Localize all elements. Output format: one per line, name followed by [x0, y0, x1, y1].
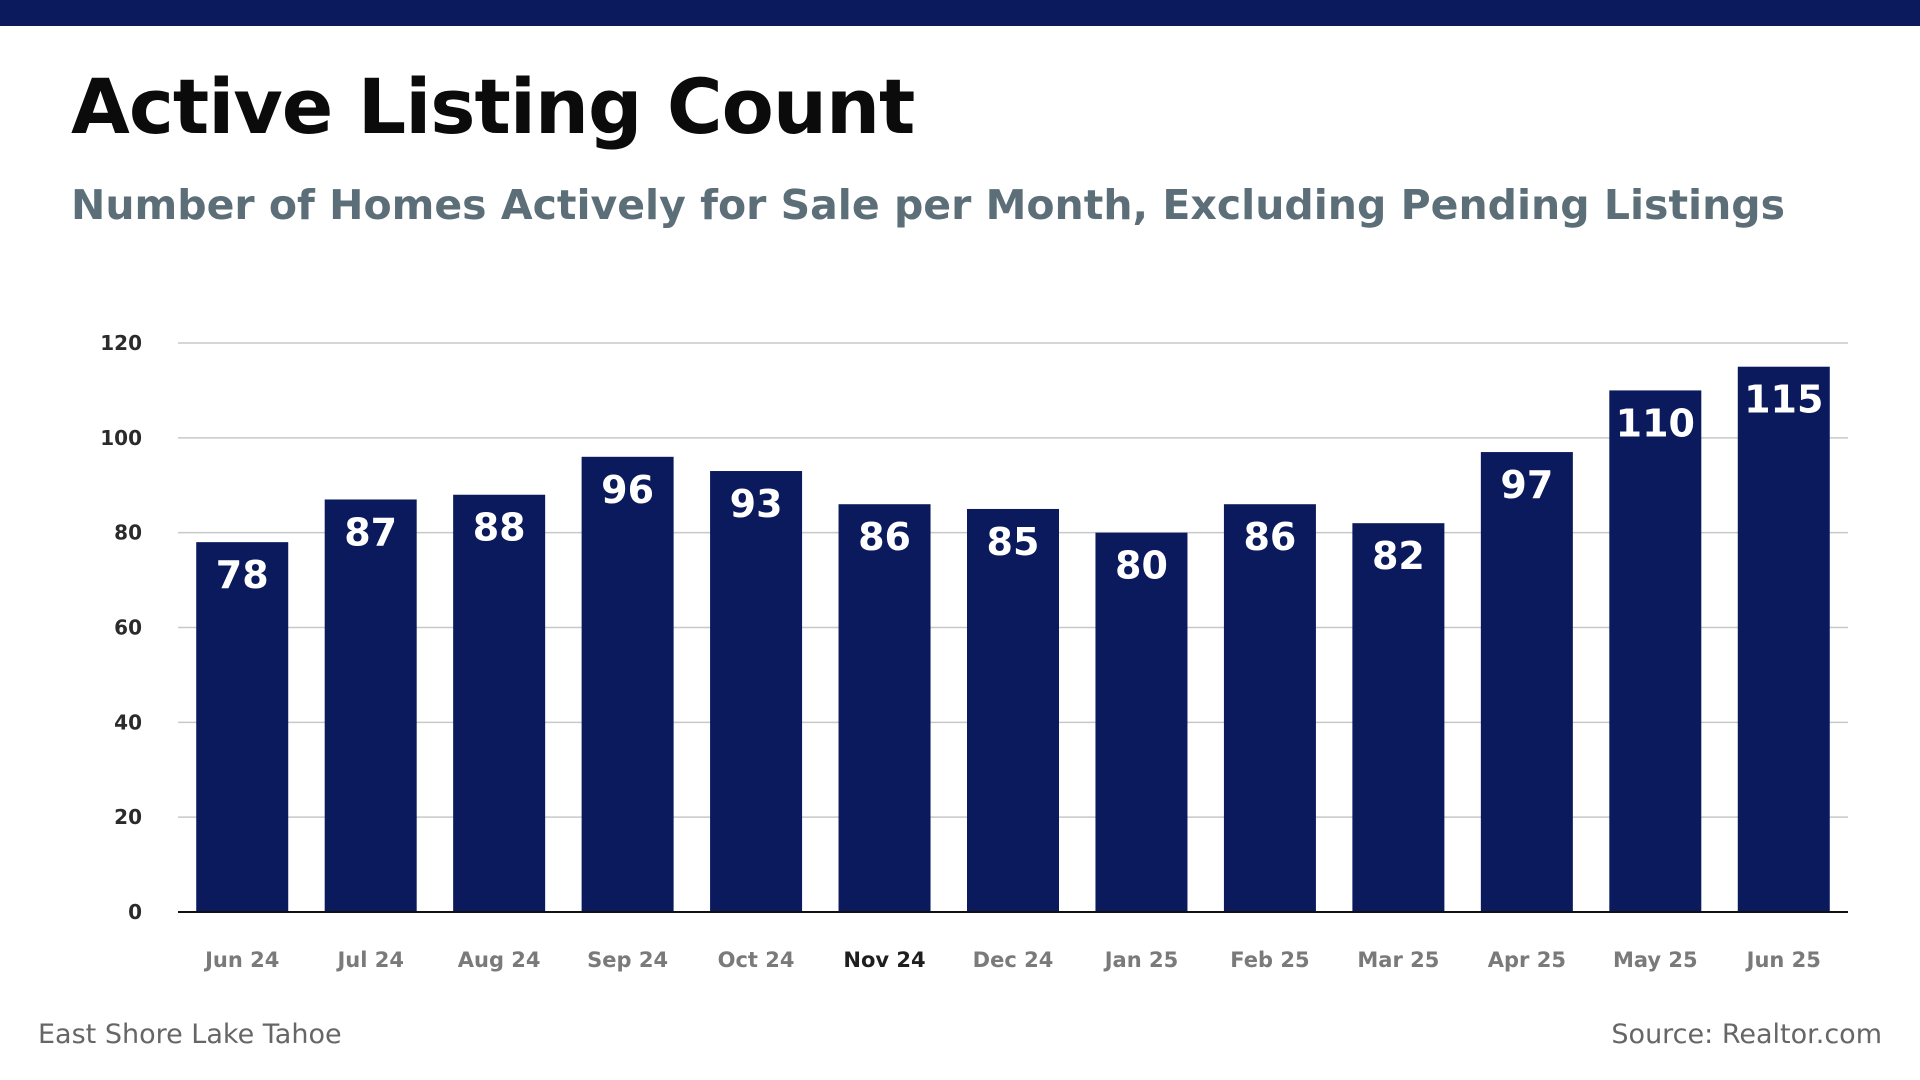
x-category-label: Jun 25 — [1745, 948, 1821, 972]
bar — [1223, 504, 1316, 912]
top-banner-bar — [0, 0, 1920, 26]
x-category-label: Apr 25 — [1488, 948, 1566, 972]
y-tick-label: 40 — [114, 710, 142, 734]
x-category-label: Mar 25 — [1357, 948, 1439, 972]
x-category-label: Jan 25 — [1103, 948, 1178, 972]
bar — [1609, 390, 1702, 913]
bar-value-label: 96 — [601, 468, 654, 512]
bar-value-label: 97 — [1500, 463, 1553, 507]
chart-subtitle: Number of Homes Actively for Sale per Mo… — [71, 181, 1786, 229]
y-tick-label: 120 — [100, 331, 142, 355]
footer-source-label: Source: Realtor.com — [1611, 1019, 1882, 1050]
bar-value-label: 85 — [987, 520, 1040, 564]
bar — [1480, 452, 1573, 912]
bar — [967, 508, 1059, 912]
y-tick-label: 80 — [114, 521, 142, 545]
chart-title: Active Listing Count — [71, 62, 915, 151]
y-tick-label: 100 — [100, 426, 142, 450]
x-category-label: Oct 24 — [718, 948, 795, 972]
x-category-label: Aug 24 — [458, 948, 541, 972]
bar-value-label: 80 — [1115, 544, 1168, 588]
bar-value-label: 86 — [1243, 515, 1296, 559]
y-tick-label: 60 — [114, 616, 142, 640]
bar — [1095, 532, 1188, 912]
y-tick-label: 0 — [128, 900, 142, 924]
x-category-label: Nov 24 — [843, 948, 925, 972]
bar-value-label: 115 — [1744, 378, 1823, 422]
bar-value-label: 86 — [858, 515, 911, 559]
x-category-label: Jun 24 — [203, 948, 279, 972]
x-category-label: May 25 — [1613, 948, 1698, 972]
x-category-label: Jul 24 — [335, 948, 404, 972]
bar — [1352, 523, 1445, 912]
bar-value-label: 82 — [1372, 534, 1425, 578]
bar-value-label: 78 — [216, 553, 269, 597]
bar-value-label: 93 — [730, 482, 783, 526]
bar — [324, 499, 417, 912]
bar — [1737, 366, 1830, 912]
bar — [838, 504, 931, 912]
y-tick-label: 20 — [114, 805, 142, 829]
x-category-label: Sep 24 — [587, 948, 668, 972]
footer-region-label: East Shore Lake Tahoe — [38, 1019, 342, 1050]
bar — [196, 542, 289, 912]
bar-value-label: 110 — [1616, 401, 1695, 445]
bar-value-label: 87 — [344, 510, 397, 554]
bar — [453, 494, 546, 912]
x-category-label: Feb 25 — [1230, 948, 1309, 972]
bar — [710, 471, 803, 912]
x-category-label: Dec 24 — [973, 948, 1054, 972]
bar — [581, 456, 674, 912]
bar-value-label: 88 — [473, 506, 526, 550]
